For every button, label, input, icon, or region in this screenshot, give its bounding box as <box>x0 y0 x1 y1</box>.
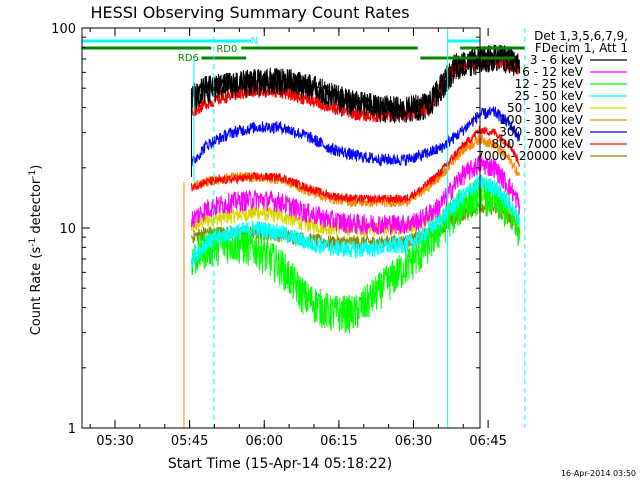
y-tick-label-0: 1 <box>68 422 76 437</box>
legend-label-4: 50 - 100 keV <box>507 101 584 115</box>
y-axis-label: Count Rate (s-1 detector-1) <box>28 165 44 336</box>
x-tick-label-4: 06:30 <box>395 434 432 449</box>
legend-label-5: 100 - 300 keV <box>499 113 583 127</box>
legend-label-2: 12 - 25 keV <box>515 77 584 91</box>
legend-label-7: 800 - 7000 keV <box>492 137 584 151</box>
legend-header-2: FDecim 1, Att 1 <box>535 41 628 55</box>
y-label-sup2: -1 <box>28 170 38 179</box>
axis-layer: 1 10 100 05:30 05:45 06:00 06:15 06:30 06:45 <box>51 22 507 449</box>
legend-label-6: 300 - 800 keV <box>499 125 583 139</box>
y-label-end: ) <box>29 165 44 170</box>
n-label: N <box>251 36 258 47</box>
y-label-mid: detector <box>29 178 44 238</box>
series-layer <box>183 44 521 428</box>
footer-date: 16-Apr-2014 03:50 <box>561 469 636 478</box>
x-tick-label-0: 05:30 <box>96 434 133 449</box>
legend-label-3: 25 - 50 keV <box>515 89 584 103</box>
legend-header-1: Det 1,3,5,6,7,9, <box>534 29 628 43</box>
y-label-sup: -1 <box>28 238 38 247</box>
series-1-line <box>190 155 520 237</box>
legend-label-8: 7000 - 20000 keV <box>476 149 583 163</box>
y-tick-label-2: 100 <box>51 22 76 37</box>
x-tick-label-2: 06:00 <box>246 434 283 449</box>
x-tick-label-1: 05:45 <box>171 434 208 449</box>
legend-label-1: 6 - 12 keV <box>522 65 584 79</box>
series-3-line <box>190 173 520 269</box>
y-label-main: Count Rate (s <box>29 247 44 336</box>
rd6-label: RD6 <box>178 53 199 64</box>
x-tick-label-5: 06:45 <box>469 434 506 449</box>
series-7-line <box>190 124 520 205</box>
overlay-layer: N RD0 RD6 <box>82 28 526 428</box>
y-tick-label-1: 10 <box>59 222 76 237</box>
series-0-line-top <box>190 44 521 124</box>
legend: Det 1,3,5,6,7,9, FDecim 1, Att 1 3 - 6 k… <box>476 29 628 163</box>
chart-title: HESSI Observing Summary Count Rates <box>90 3 409 22</box>
series-6-line <box>190 106 520 167</box>
x-tick-label-3: 06:15 <box>320 434 357 449</box>
legend-label-0: 3 - 6 keV <box>530 53 584 67</box>
rd0-label: RD0 <box>216 44 237 55</box>
x-axis-label: Start Time (15-Apr-14 05:18:22) <box>168 456 392 472</box>
